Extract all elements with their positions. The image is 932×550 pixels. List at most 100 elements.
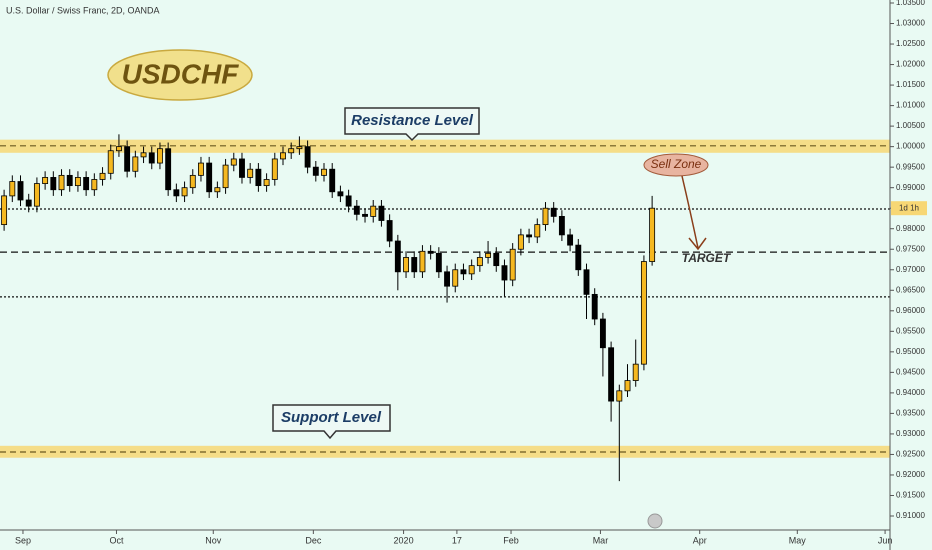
- candle-body: [394, 240, 401, 273]
- candle-body: [271, 158, 278, 180]
- candle-body: [386, 220, 393, 242]
- candle-body: [444, 271, 450, 287]
- candle-body: [50, 177, 57, 191]
- target-arrow: [681, 175, 707, 251]
- candle-body: [558, 216, 565, 236]
- candle-body: [107, 150, 114, 174]
- y-tick-label: 1.00500: [896, 121, 925, 130]
- y-tick-label: 0.96500: [896, 285, 925, 294]
- y-tick-label: 0.92000: [896, 470, 925, 479]
- candle-body: [591, 293, 598, 320]
- x-tick-label: 2020: [394, 535, 414, 545]
- candle-body: [509, 248, 516, 281]
- candle-body: [132, 156, 139, 172]
- y-tick-label: 1.01000: [896, 101, 925, 110]
- candle-body: [198, 162, 204, 176]
- candle-body: [624, 380, 631, 392]
- y-tick-label: 1.01500: [896, 80, 925, 89]
- y-tick-label: 0.91500: [896, 491, 925, 500]
- candle-body: [485, 252, 492, 258]
- candle-body: [329, 168, 336, 193]
- x-tick-label: May: [789, 535, 807, 545]
- x-tick-label: Sep: [15, 535, 31, 545]
- candle-body: [173, 189, 180, 197]
- candle-body: [542, 207, 549, 226]
- candle-body: [9, 181, 16, 197]
- y-tick-label: 1.00000: [896, 142, 925, 151]
- candle-body: [91, 179, 98, 191]
- y-tick-label: 0.94500: [896, 367, 925, 376]
- candle-body: [649, 207, 656, 262]
- candle-body: [296, 146, 303, 150]
- callout-box: [272, 404, 391, 440]
- candle-body: [616, 390, 623, 402]
- candle-body: [632, 363, 639, 381]
- candle-body: [42, 177, 49, 184]
- candle-body: [353, 205, 360, 215]
- support-callout: Support Level: [272, 404, 391, 440]
- candle-body: [599, 318, 606, 349]
- y-tick-label: 0.99000: [896, 183, 925, 192]
- candle-body: [452, 269, 459, 287]
- y-tick-label: 0.98000: [896, 224, 925, 233]
- sell-zone-ellipse: [643, 153, 709, 177]
- countdown-box: [891, 201, 927, 216]
- candle-body: [230, 158, 237, 166]
- x-tick-label: 17: [452, 535, 462, 545]
- candle-body: [460, 269, 467, 275]
- candle-body: [99, 172, 106, 180]
- candle-body: [608, 347, 615, 402]
- candle-body: [534, 224, 541, 238]
- candle-body: [124, 146, 131, 172]
- candle-body: [403, 257, 409, 273]
- symbol-ellipse: [107, 49, 253, 101]
- candle-body: [148, 152, 155, 164]
- callout-box: [344, 107, 480, 142]
- y-tick-label: 0.96000: [896, 306, 925, 315]
- countdown-label: 1d 1h: [899, 203, 919, 212]
- x-tick-label: Feb: [503, 535, 519, 545]
- y-tick-label: 0.99500: [896, 162, 925, 171]
- candle-body: [312, 166, 319, 176]
- support-label: Support Level: [281, 409, 382, 426]
- candle-body: [165, 148, 172, 191]
- candle-body: [468, 265, 475, 275]
- y-tick-label: 0.97500: [896, 244, 925, 253]
- candle-body: [263, 179, 270, 187]
- chart-title: U.S. Dollar / Swiss Franc, 2D, OANDA: [6, 5, 160, 15]
- candle-body: [304, 146, 311, 168]
- y-tick-label: 0.95000: [896, 347, 925, 356]
- y-tick-label: 0.92500: [896, 450, 925, 459]
- y-tick-label: 1.03000: [896, 19, 925, 28]
- y-tick-label: 0.97000: [896, 265, 925, 274]
- candle-body: [140, 152, 147, 158]
- candle-body: [337, 191, 344, 197]
- y-tick-label: 0.93000: [896, 429, 925, 438]
- candle-body: [476, 257, 483, 267]
- candle-body: [247, 168, 254, 178]
- x-tick-label: Oct: [109, 535, 124, 545]
- candle-body: [526, 234, 533, 238]
- candle-body: [411, 257, 418, 273]
- y-tick-label: 0.95500: [896, 326, 925, 335]
- candle-body: [419, 250, 426, 273]
- candle-body: [567, 234, 574, 246]
- y-tick-label: 0.91000: [896, 511, 925, 520]
- candle-body: [288, 148, 295, 154]
- candle-body: [58, 174, 65, 191]
- y-tick-label: 1.02500: [896, 39, 925, 48]
- candle-body: [501, 265, 508, 281]
- y-tick-label: 1.03500: [896, 0, 925, 7]
- symbol-badge: USDCHF: [107, 49, 253, 101]
- candle-body: [25, 199, 32, 207]
- x-tick-label: Apr: [693, 535, 707, 545]
- x-tick-label: Nov: [205, 535, 222, 545]
- candle-body: [583, 269, 590, 295]
- candle-body: [239, 158, 245, 178]
- candle-body: [157, 148, 163, 164]
- candle-body: [255, 168, 262, 187]
- y-tick-label: 0.93500: [896, 409, 925, 418]
- candle-body: [345, 195, 352, 207]
- candle-body: [280, 152, 286, 160]
